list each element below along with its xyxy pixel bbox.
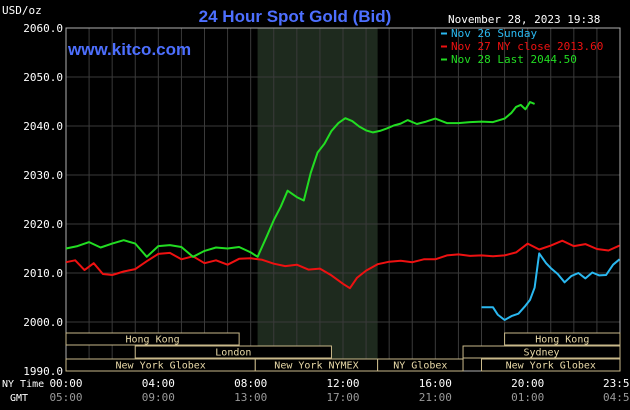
session-label: New York NYMEX: [274, 361, 358, 372]
session-box: [462, 345, 621, 359]
ny-time-row-label: NY Time: [2, 379, 44, 390]
session-label: New York Globex: [115, 361, 205, 372]
legend-entry: Nov 26 Sunday: [451, 27, 537, 40]
session-label: Sydney: [523, 348, 559, 359]
legend-entry: Nov 28 Last 2044.50: [451, 53, 577, 66]
gmt-row-label: GMT: [10, 393, 28, 404]
watermark: www.kitco.com: [67, 40, 191, 59]
session-box: [134, 345, 332, 359]
x-tick-label-gmt: 17:00: [326, 391, 359, 404]
y-axis-ticks: 1990.0 2000.0 2010.0 2020.0 2030.0 2040.0 2050…: [23, 22, 63, 378]
y-tick-label: 2030.0: [23, 169, 63, 182]
x-tick-label-gmt: 09:00: [142, 391, 175, 404]
legend-entry: Nov 27 NY close 2013.60: [451, 40, 603, 53]
session-label: Hong Kong: [535, 335, 589, 346]
x-tick-label-ny: 16:00: [419, 377, 452, 390]
y-tick-label: 2020.0: [23, 218, 63, 231]
market-sessions: Hong Kong Hong Kong London Sydney New York G…: [65, 332, 621, 372]
chart-title: 24 Hour Spot Gold (Bid): [199, 7, 392, 26]
series-line: [65, 239, 620, 290]
session-label: Hong Kong: [125, 335, 179, 346]
x-tick-label-ny: 12:00: [326, 377, 359, 390]
y-tick-label: 2060.0: [23, 22, 63, 35]
x-tick-label-ny: 00:00: [49, 377, 82, 390]
x-tick-label-gmt: 21:00: [419, 391, 452, 404]
x-tick-label-gmt: 01:00: [511, 391, 544, 404]
x-tick-label-gmt: 04:59: [603, 391, 630, 404]
series-line: [481, 252, 621, 321]
x-tick-label-gmt: 05:00: [49, 391, 82, 404]
x-tick-label-gmt: 13:00: [234, 391, 267, 404]
session-label: NY Globex: [393, 361, 447, 372]
y-tick-label: 2040.0: [23, 120, 63, 133]
session-label: New York Globex: [506, 361, 596, 372]
x-tick-label-ny: 20:00: [511, 377, 544, 390]
y-axis-label: USD/oz: [2, 4, 42, 17]
y-tick-label: 2000.0: [23, 316, 63, 329]
session-label: London: [215, 348, 251, 359]
nymex-session-shading: [257, 28, 378, 371]
session-box: [504, 332, 621, 346]
x-tick-label-ny: 23:59: [603, 377, 630, 390]
price-series: [65, 101, 621, 321]
series-line: [65, 101, 535, 258]
session-box: [377, 358, 464, 372]
session-box: [65, 332, 240, 346]
y-tick-label: 1990.0: [23, 365, 63, 378]
x-tick-label-ny: 04:00: [142, 377, 175, 390]
x-tick-label-ny: 08:00: [234, 377, 267, 390]
session-box: [481, 358, 621, 372]
y-tick-label: 2010.0: [23, 267, 63, 280]
timestamp: November 28, 2023 19:38: [448, 13, 600, 26]
y-tick-label: 2050.0: [23, 71, 63, 84]
